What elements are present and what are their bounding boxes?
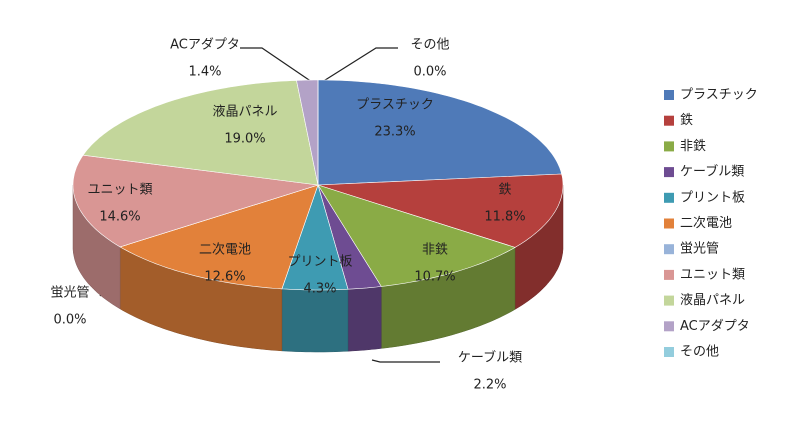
slice xyxy=(296,79,319,186)
value-label: 0.0% xyxy=(413,65,446,80)
legend-marker xyxy=(664,347,674,357)
value-label: 1.4% xyxy=(188,65,221,80)
legend-marker xyxy=(664,295,674,306)
slice-side xyxy=(347,286,382,352)
pie-sides xyxy=(72,185,564,353)
leader-line xyxy=(371,359,440,363)
legend-label: その他 xyxy=(680,345,719,360)
slice xyxy=(72,154,319,248)
leader-line xyxy=(240,47,313,83)
legend-marker xyxy=(664,192,674,203)
legend-label: ユニット類 xyxy=(680,267,745,282)
slice xyxy=(119,184,319,290)
slice xyxy=(317,184,382,290)
value-label: 4.3% xyxy=(303,282,336,297)
slice-label: ユニット類 xyxy=(87,183,152,198)
slice xyxy=(317,173,564,248)
legend-label: 二次電池 xyxy=(680,215,732,231)
slice xyxy=(82,80,319,186)
value-label: 14.6% xyxy=(99,210,140,225)
value-label: 12.6% xyxy=(204,270,245,285)
legend-label: 液晶パネル xyxy=(680,293,745,308)
slice-label: プラスチック xyxy=(356,98,434,113)
legend-marker xyxy=(664,218,674,229)
slice xyxy=(281,184,349,291)
slice-label: 鉄 xyxy=(498,183,511,198)
legend-label: ケーブル類 xyxy=(680,164,744,180)
value-label: 2.2% xyxy=(473,378,506,393)
slice-label: ケーブル類 xyxy=(458,350,522,366)
slice-label: プリント板 xyxy=(287,255,352,270)
value-label: 10.7% xyxy=(414,270,455,285)
pie-top xyxy=(72,79,564,291)
legend-label: 非鉄 xyxy=(680,139,706,154)
leader-line xyxy=(321,47,398,83)
slice-side xyxy=(281,288,349,353)
legend-marker xyxy=(664,141,674,152)
legend-marker xyxy=(664,269,674,280)
slice-label: 蛍光管 xyxy=(50,286,89,301)
legend-label: 蛍光管 xyxy=(680,242,719,257)
slice-label: 非鉄 xyxy=(422,243,448,258)
value-label: 11.8% xyxy=(484,210,525,225)
slice-label: ACアダプタ xyxy=(170,38,240,53)
legend-marker xyxy=(664,167,674,178)
slice-label: 二次電池 xyxy=(199,242,251,258)
legend-marker xyxy=(664,90,674,100)
legend-marker xyxy=(664,321,674,332)
value-label: 0.0% xyxy=(53,313,86,328)
value-label: 19.0% xyxy=(224,132,265,147)
legend-marker xyxy=(664,244,674,255)
legend-label: プリント板 xyxy=(680,190,745,205)
slice-label: その他 xyxy=(410,38,449,53)
legend-marker xyxy=(664,115,674,126)
slice xyxy=(317,184,516,287)
slice-label: 液晶パネル xyxy=(212,105,277,120)
legend-label: ACアダプタ xyxy=(680,319,750,334)
legend-label: 鉄 xyxy=(680,113,693,128)
slice xyxy=(317,79,562,186)
legend-label: プラスチック xyxy=(680,88,758,103)
value-label: 23.3% xyxy=(374,125,415,140)
